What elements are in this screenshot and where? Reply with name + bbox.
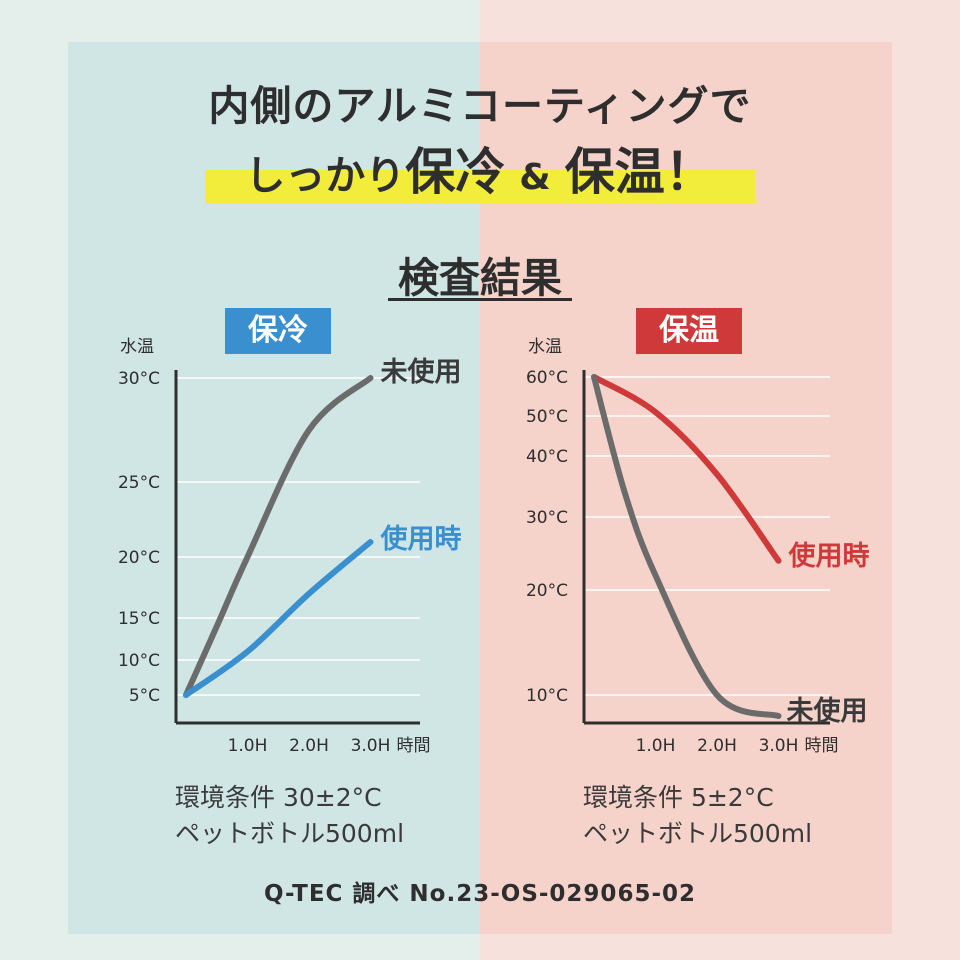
cold-conditions: 環境条件 30±2°C ペットボトル500ml bbox=[175, 780, 404, 852]
headline-hoorei: 保冷 bbox=[405, 143, 506, 201]
hot-y-tick-label: 40°C bbox=[526, 447, 568, 467]
cold-x-tick-label: 2.0H bbox=[289, 736, 329, 756]
cold-y-tick-label: 20°C bbox=[118, 548, 160, 568]
hot-y-tick-label: 30°C bbox=[526, 508, 568, 528]
hot-conditions: 環境条件 5±2°C ペットボトル500ml bbox=[583, 780, 812, 852]
cold-series-used bbox=[183, 539, 374, 698]
cold-x-axis-title: 時間 bbox=[397, 736, 431, 756]
section-title: 検査結果 bbox=[398, 254, 562, 302]
cold-series-label-unused: 未使用 bbox=[381, 357, 462, 388]
headline-hoon: 保温 bbox=[564, 143, 665, 201]
hot-x-tick-label: 3.0H bbox=[759, 736, 799, 756]
cold-y-tick-label: 25°C bbox=[118, 473, 160, 493]
cold-y-tick-label: 10°C bbox=[118, 651, 160, 671]
cold-y-axis-title: 水温 bbox=[120, 337, 154, 357]
headline-line2: しっかり保冷 & 保温！ bbox=[0, 132, 960, 204]
hot-y-tick-label: 20°C bbox=[526, 581, 568, 601]
hot-badge: 保温 bbox=[636, 308, 742, 354]
source-note: Q-TEC 調べ No.23-OS-029065-02 bbox=[263, 881, 696, 907]
cold-series-unused bbox=[183, 375, 374, 698]
hot-x-axis-title: 時間 bbox=[805, 736, 839, 756]
cold-x-tick-label: 1.0H bbox=[228, 736, 268, 756]
headline-highlight bbox=[205, 170, 755, 204]
hot-series-used bbox=[591, 374, 782, 564]
section-underline bbox=[388, 298, 572, 301]
hot-series-unused bbox=[591, 374, 782, 719]
hot-y-tick-label: 60°C bbox=[526, 368, 568, 388]
hot-y-tick-label: 10°C bbox=[526, 686, 568, 706]
hot-series-label-used: 使用時 bbox=[788, 541, 870, 572]
cold-series-label-used: 使用時 bbox=[380, 524, 462, 555]
cold-y-tick-label: 30°C bbox=[118, 369, 160, 389]
cold-badge: 保冷 bbox=[225, 308, 331, 354]
hot-condition-bottle: ペットボトル500ml bbox=[583, 819, 813, 848]
headline-exclaim: ！ bbox=[664, 143, 715, 201]
headline-line1: 内側のアルミコーティングで bbox=[208, 82, 752, 130]
cold-condition-env: 環境条件 30±2°C bbox=[175, 783, 382, 812]
cold-y-tick-label: 5°C bbox=[129, 686, 160, 706]
hot-condition-env: 環境条件 5±2°C bbox=[583, 783, 774, 812]
cold-condition-bottle: ペットボトル500ml bbox=[175, 819, 405, 848]
cold-x-tick-label: 3.0H bbox=[351, 736, 391, 756]
hot-y-axis-title: 水温 bbox=[528, 337, 562, 357]
headline-amp: & bbox=[519, 157, 551, 198]
hot-x-tick-label: 2.0H bbox=[697, 736, 737, 756]
headline-shikkari: しっかり bbox=[245, 153, 406, 199]
hot-series-label-unused: 未使用 bbox=[787, 696, 868, 727]
hot-x-tick-label: 1.0H bbox=[636, 736, 676, 756]
hot-y-tick-label: 50°C bbox=[526, 407, 568, 427]
cold-y-tick-label: 15°C bbox=[118, 609, 160, 629]
